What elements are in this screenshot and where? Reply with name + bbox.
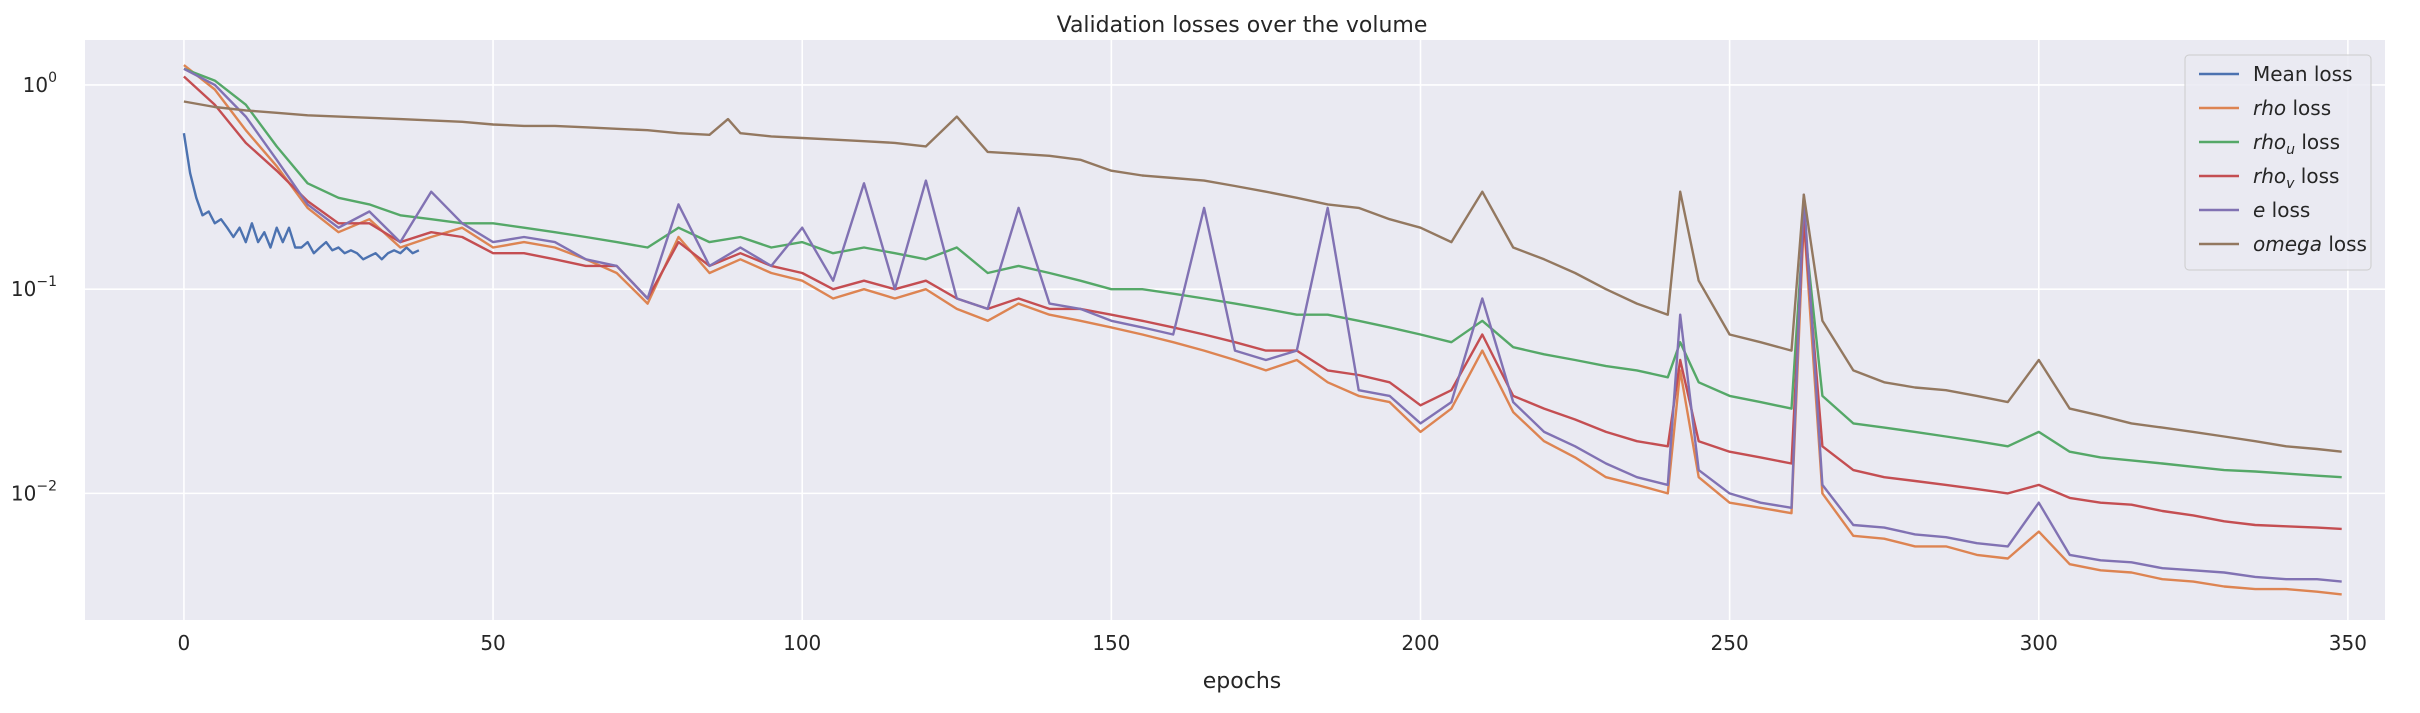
x-tick-label: 250 bbox=[1711, 631, 1749, 655]
x-tick-label: 50 bbox=[480, 631, 505, 655]
grid bbox=[85, 40, 2385, 620]
x-axis-label: epochs bbox=[1203, 669, 1281, 694]
x-tick-label: 100 bbox=[783, 631, 821, 655]
legend-label-rho_u: rhou loss bbox=[2253, 130, 2340, 158]
series-line-e bbox=[183, 67, 2342, 583]
x-tick-label: 350 bbox=[2329, 631, 2367, 655]
x-axis-ticks: 0 50 100 150 200 250 300 350 bbox=[178, 631, 2367, 655]
x-tick-label: 200 bbox=[1401, 631, 1439, 655]
x-tick-label: 0 bbox=[178, 631, 191, 655]
series-line-omega bbox=[183, 100, 2342, 453]
legend-label-rho_v: rhov loss bbox=[2253, 164, 2339, 192]
series-lines bbox=[182, 64, 2342, 596]
series-line-rho bbox=[183, 64, 2342, 596]
plot-area bbox=[85, 40, 2385, 620]
x-tick-label: 300 bbox=[2020, 631, 2058, 655]
legend-label-omega: omega loss bbox=[2253, 232, 2367, 256]
series-line-mean bbox=[182, 133, 420, 261]
x-tick-label: 150 bbox=[1092, 631, 1130, 655]
legend-label-rho: rho loss bbox=[2253, 96, 2331, 120]
legend: Mean loss rho loss rhou loss rhov loss e los… bbox=[2184, 54, 2372, 271]
legend-label-mean: Mean loss bbox=[2253, 62, 2352, 86]
series-line-rho_u bbox=[183, 67, 2342, 479]
chart-title: Validation losses over the volume bbox=[1057, 13, 1428, 38]
legend-label-e: e loss bbox=[2253, 198, 2310, 222]
